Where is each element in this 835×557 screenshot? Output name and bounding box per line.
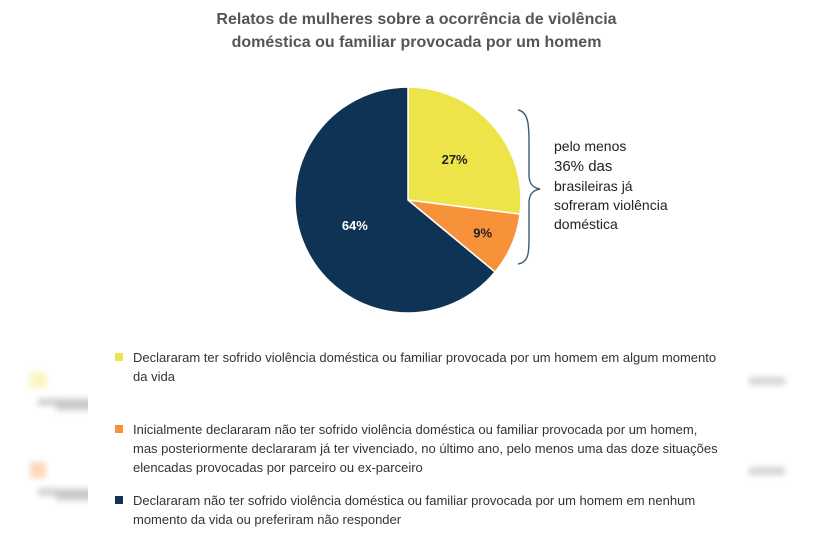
pie-label-navy: 64%: [342, 218, 368, 233]
legend-item-orange: Inicialmente declararam não ter sofrido …: [113, 420, 723, 477]
legend-swatch-navy: [115, 496, 123, 504]
pie-chart: 27% 9% 64%: [294, 86, 541, 314]
pie-label-yellow: 27%: [442, 152, 468, 167]
legend-swatch-yellow: [115, 353, 123, 361]
annotation-brace: [517, 109, 541, 265]
chart-card: Relatos de mulheres sobre a ocorrência d…: [88, 0, 745, 557]
annotation-line-1: pelo menos: [554, 138, 627, 154]
legend-text-navy: Declararam não ter sofrido violência dom…: [133, 493, 696, 527]
annotation-line-5: doméstica: [554, 216, 618, 232]
annotation-line-2: 36% das: [554, 158, 613, 175]
pie-label-orange: 9%: [473, 225, 492, 240]
annotation-text: pelo menos 36% das brasileiras já sofrer…: [554, 137, 714, 234]
pie-slice-yellow: [407, 86, 522, 216]
pie-slice-navy: [294, 86, 497, 314]
annotation-line-3: brasileiras já: [554, 178, 633, 194]
blurred-background-left: [0, 360, 88, 557]
blurred-background-right: [745, 360, 835, 557]
legend-text-orange: Inicialmente declararam não ter sofrido …: [133, 422, 718, 475]
annotation-line-4: sofreram violência: [554, 197, 668, 213]
legend-text-yellow: Declararam ter sofrido violência domésti…: [133, 350, 717, 384]
legend-swatch-orange: [115, 425, 123, 433]
chart-title-line-2: doméstica ou familiar provocada por um h…: [231, 34, 602, 51]
chart-title: Relatos de mulheres sobre a ocorrência d…: [88, 8, 745, 54]
legend-item-navy: Declararam não ter sofrido violência dom…: [113, 491, 723, 529]
chart-title-line-1: Relatos de mulheres sobre a ocorrência d…: [216, 11, 617, 28]
legend-item-yellow: Declararam ter sofrido violência domésti…: [113, 348, 723, 386]
